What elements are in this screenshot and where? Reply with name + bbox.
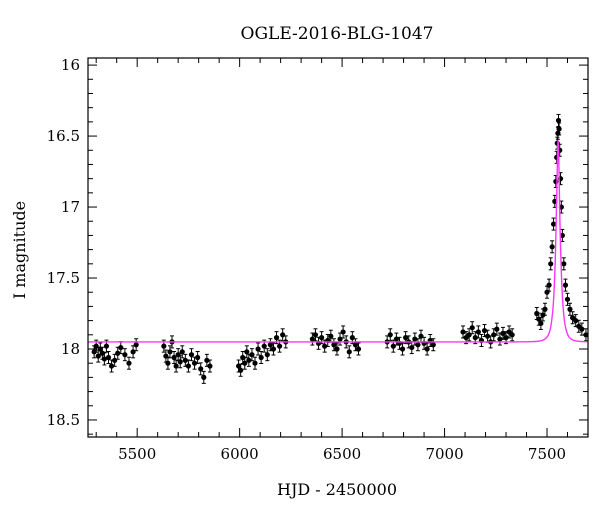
data-point — [346, 345, 352, 359]
data-point — [252, 356, 258, 370]
data-layer — [91, 113, 589, 384]
data-point — [207, 359, 213, 373]
data-point — [122, 348, 128, 362]
data-point — [559, 228, 565, 242]
data-point — [270, 342, 277, 356]
data-point — [542, 302, 548, 316]
x-tick-label: 5500 — [118, 445, 156, 463]
data-point — [188, 348, 195, 362]
y-tick-label: 18.5 — [47, 411, 80, 429]
data-point — [418, 329, 424, 343]
data-point — [549, 240, 555, 254]
data-point — [244, 345, 250, 359]
data-point — [387, 328, 393, 342]
plot-frame — [87, 57, 589, 438]
data-point — [540, 308, 546, 322]
data-point — [179, 345, 185, 359]
x-tick-label: 6000 — [221, 445, 259, 463]
data-point — [475, 325, 481, 339]
data-point — [264, 348, 270, 362]
data-point — [165, 356, 171, 370]
axis-ticks: 5500 6000 6500 7000 7500 16 16.5 17 17.5 18 18.5 — [47, 56, 589, 463]
data-point — [258, 351, 264, 365]
data-point — [548, 257, 554, 271]
data-point — [509, 328, 515, 342]
data-point — [481, 324, 488, 338]
x-axis-label: HJD - 2450000 — [277, 480, 397, 499]
data-point — [255, 342, 261, 356]
data-point — [334, 342, 340, 356]
data-point — [185, 359, 192, 373]
data-point — [163, 349, 169, 363]
data-point — [415, 338, 421, 352]
data-point — [167, 345, 173, 359]
data-point — [573, 314, 579, 328]
x-tick-label: 7500 — [528, 445, 566, 463]
data-point — [105, 351, 112, 365]
data-point — [538, 316, 544, 330]
x-tick-label: 7000 — [425, 445, 463, 463]
data-point — [242, 356, 248, 370]
model-curve — [88, 140, 589, 343]
chart-title: OGLE-2016-BLG-1047 — [241, 24, 434, 44]
y-tick-label: 17 — [61, 198, 80, 216]
data-point — [201, 370, 207, 384]
data-point — [567, 302, 573, 316]
data-point — [546, 278, 552, 292]
data-point — [478, 333, 485, 347]
data-point — [238, 363, 244, 377]
data-point — [469, 321, 475, 335]
y-tick-label: 17.5 — [47, 269, 80, 287]
data-point — [412, 332, 418, 346]
y-tick-label: 18 — [61, 340, 80, 358]
data-point — [130, 345, 136, 359]
y-tick-label: 16 — [61, 56, 80, 74]
data-point — [173, 359, 179, 373]
data-point — [195, 351, 201, 365]
data-point — [171, 351, 177, 365]
y-axis-label: I magnitude — [10, 201, 29, 299]
data-point — [550, 217, 557, 231]
data-point — [108, 359, 115, 373]
data-point — [340, 325, 346, 339]
data-point — [118, 341, 124, 355]
data-point — [497, 332, 503, 346]
data-point — [177, 355, 183, 369]
data-point — [430, 338, 436, 352]
data-point — [561, 257, 567, 271]
data-point — [249, 348, 255, 362]
data-point — [101, 352, 107, 366]
data-point — [555, 113, 562, 127]
data-point — [133, 338, 139, 352]
data-point — [103, 339, 110, 353]
data-point — [579, 322, 585, 336]
x-tick-label: 6500 — [323, 445, 361, 463]
data-point — [198, 362, 204, 376]
data-point — [91, 345, 97, 359]
data-point — [191, 356, 198, 370]
data-point — [126, 356, 132, 370]
data-point — [280, 328, 286, 342]
data-point — [424, 342, 430, 356]
data-point — [312, 328, 319, 342]
data-point — [399, 342, 406, 356]
data-point — [355, 342, 362, 356]
data-point — [556, 122, 562, 136]
y-tick-label: 16.5 — [47, 127, 80, 145]
data-point — [562, 278, 569, 292]
data-point — [564, 292, 571, 306]
data-point — [494, 322, 500, 336]
